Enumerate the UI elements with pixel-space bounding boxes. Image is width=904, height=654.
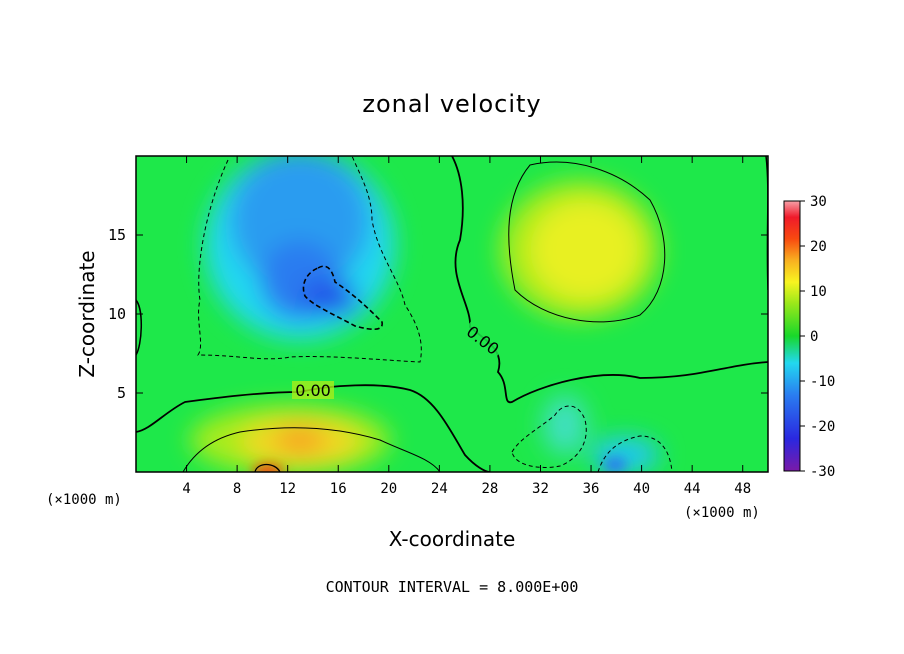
x-tick-label: 4 xyxy=(182,481,190,497)
chart-title: zonal velocity xyxy=(362,90,541,118)
colorbar-tick-label: 0 xyxy=(810,329,818,345)
y-tick-label: 10 xyxy=(108,305,126,323)
colorbar-ticks: 30 20 10 0 -10 -20 -30 xyxy=(800,194,835,480)
x-tick-label: 48 xyxy=(734,481,751,497)
contour-label-lower: 0.00 xyxy=(292,381,334,400)
zero-contour-upper xyxy=(451,156,768,404)
x-tick-label: 40 xyxy=(633,481,650,497)
y-tick-label: 15 xyxy=(108,226,126,244)
colorbar-tick-label: -30 xyxy=(810,464,835,480)
x-tick-label: 12 xyxy=(279,481,296,497)
x-tick-label: 44 xyxy=(684,481,701,497)
y-axis-label: Z-coordinate xyxy=(75,250,99,377)
colorbar-tick-label: 10 xyxy=(810,284,827,300)
x-tick-label: 36 xyxy=(583,481,600,497)
x-axis-label: X-coordinate xyxy=(389,527,516,551)
colorbar-tick-label: -20 xyxy=(810,419,835,435)
svg-text:0.00: 0.00 xyxy=(295,381,331,400)
colorbar xyxy=(783,200,801,472)
positive-contour-lower xyxy=(182,427,441,472)
x-unit-label-left: (×1000 m) xyxy=(46,492,122,508)
negative-contour-min xyxy=(302,265,383,331)
colorbar-tick-label: 30 xyxy=(810,194,827,210)
x-tick-label: 24 xyxy=(431,481,448,497)
contour-interval-footer: CONTOUR INTERVAL = 8.000E+00 xyxy=(326,578,579,596)
y-tick-label: 5 xyxy=(117,384,126,402)
x-tick-label: 28 xyxy=(481,481,498,497)
x-axis-ticks: 4 8 12 16 20 24 28 32 36 40 44 48 xyxy=(182,156,751,497)
x-tick-label: 16 xyxy=(330,481,347,497)
heatmap-field xyxy=(136,156,768,472)
negative-contour-cold xyxy=(197,156,422,363)
colorbar-tick-label: -10 xyxy=(810,374,835,390)
field-min-region xyxy=(302,281,358,315)
x-tick-label: 20 xyxy=(380,481,397,497)
y-axis-ticks: 5 10 15 xyxy=(108,226,768,402)
contour-lines xyxy=(136,156,768,472)
x-tick-label: 32 xyxy=(532,481,549,497)
x-unit-label-right: (×1000 m) xyxy=(684,505,760,521)
x-tick-label: 8 xyxy=(233,481,241,497)
colorbar-tick-label: 20 xyxy=(810,239,827,255)
positive-contour-warm xyxy=(508,161,666,323)
zero-contour-lower xyxy=(136,384,491,472)
